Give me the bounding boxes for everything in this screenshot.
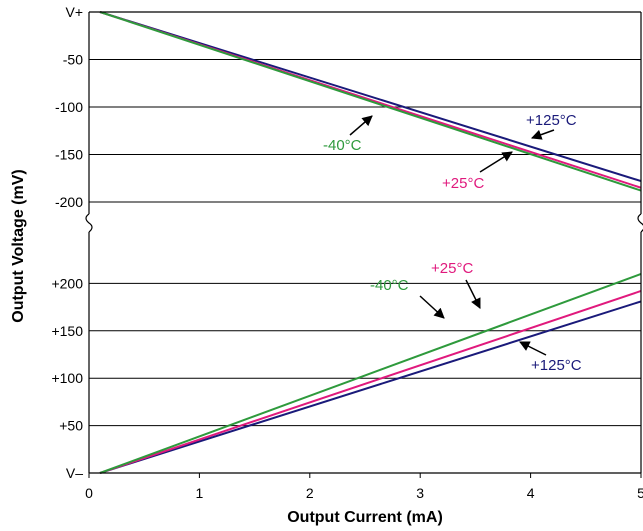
series-label: -40°C	[370, 277, 409, 294]
axis-break-left	[85, 213, 93, 233]
series-line-upper-2	[99, 11, 642, 192]
series-line-lower-1	[99, 290, 642, 474]
x-tick-label: 1	[196, 485, 204, 501]
y-tick-label: +50	[59, 418, 83, 434]
gridlines	[89, 59, 641, 427]
series-lines	[99, 11, 642, 474]
series-label: +25°C	[431, 260, 473, 277]
y-tick-label: -100	[55, 99, 83, 115]
series-line-lower-0	[99, 300, 642, 474]
y-tick-label: +200	[51, 275, 83, 291]
plot-frame	[85, 11, 643, 474]
annotation-arrow	[531, 129, 555, 140]
y-tick-label: -50	[63, 52, 83, 68]
annotation-arrow	[479, 151, 513, 173]
x-axis-title: Output Current (mA)	[287, 509, 443, 526]
y-tick-label: -200	[55, 194, 83, 210]
series-label: -40°C	[323, 137, 362, 154]
series-line-upper-0	[99, 11, 642, 183]
axis-break-right	[637, 213, 643, 233]
x-tick-label: 2	[306, 485, 314, 501]
y-tick-label: V+	[65, 4, 83, 20]
tick-labels: 0 1 2 3 4 5 V+ -50 -100 -150 -200 V– +50 +100 +150 +200	[51, 4, 643, 501]
series-annotations: +125°C +25°C -40°C +125°C +25°C -40°C	[323, 112, 582, 374]
series-line-lower-2	[99, 272, 642, 474]
y-tick-label: +150	[51, 323, 83, 339]
series-label: +125°C	[526, 112, 577, 129]
x-tick-label: 5	[637, 485, 643, 501]
annotation-arrow	[349, 115, 373, 136]
x-tick-label: 4	[527, 485, 535, 501]
y-tick-label: +100	[51, 370, 83, 386]
series-label: +25°C	[442, 175, 484, 192]
annotation-arrow	[419, 295, 445, 319]
y-tick-label: V–	[66, 465, 83, 481]
y-axis-title: Output Voltage (mV)	[10, 169, 27, 322]
x-tick-label: 0	[85, 485, 93, 501]
annotation-arrow	[519, 341, 547, 356]
series-label: +125°C	[531, 357, 582, 374]
x-tick-label: 3	[416, 485, 424, 501]
annotation-arrow	[465, 279, 481, 309]
y-tick-label: -150	[55, 147, 83, 163]
